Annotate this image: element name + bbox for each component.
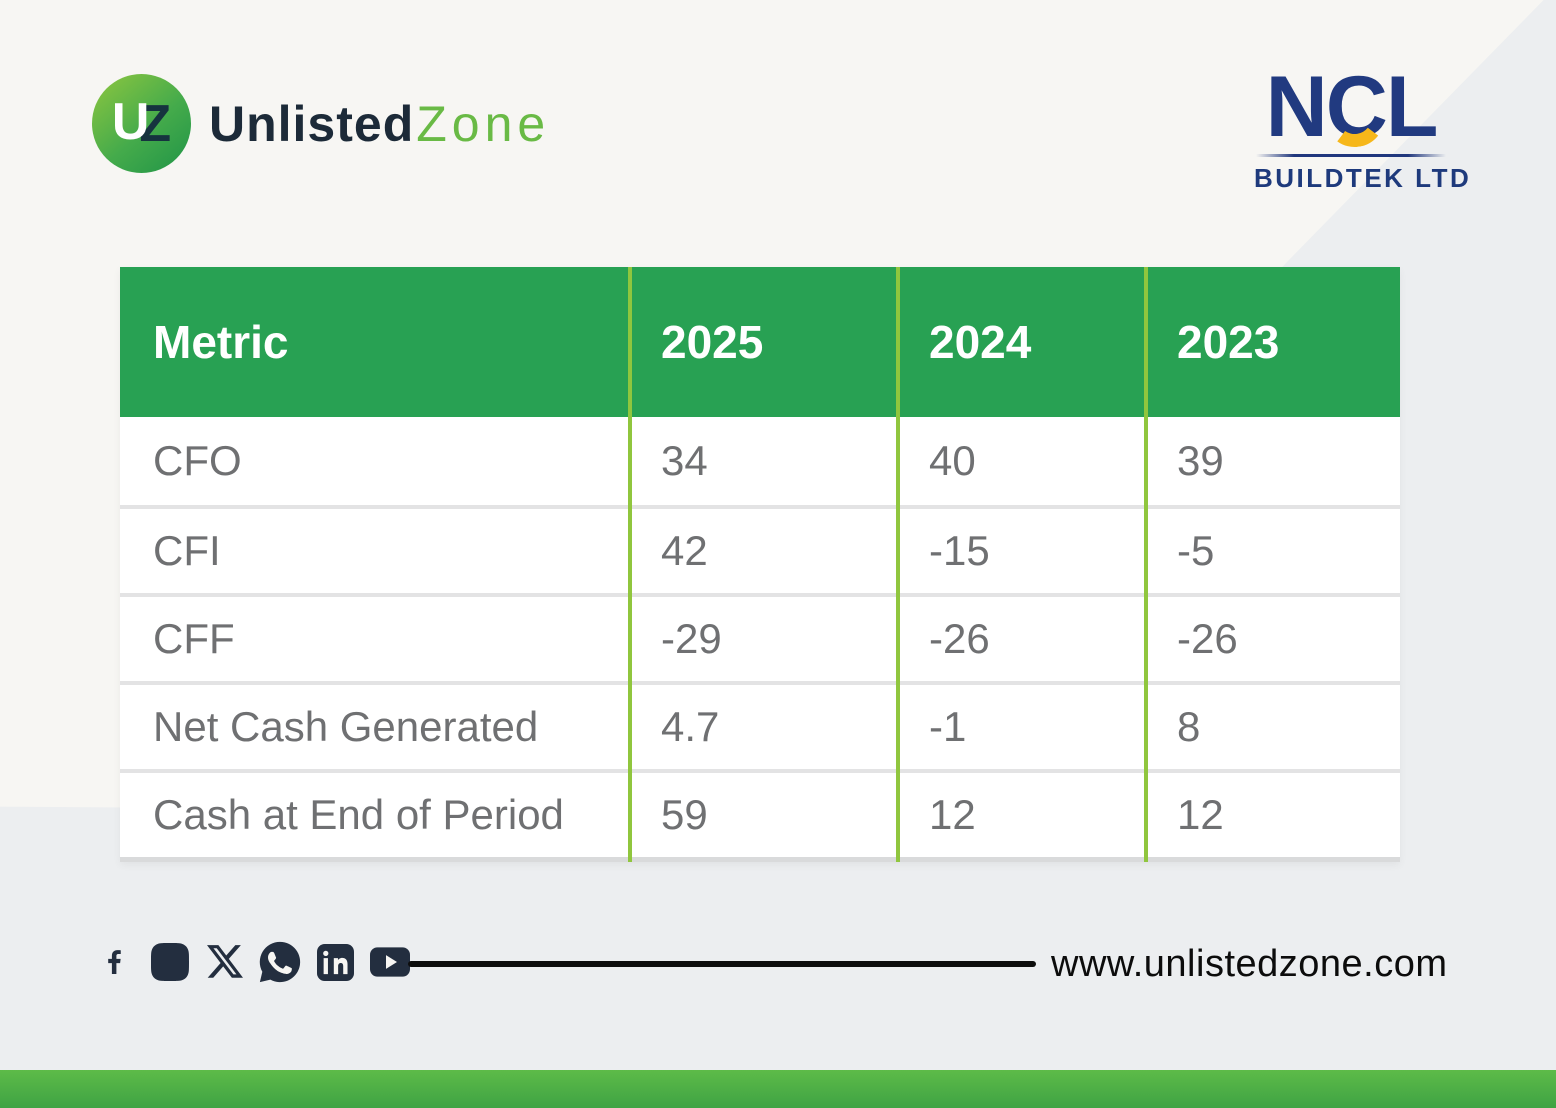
- table-row: Net Cash Generated 4.7 -1 8: [120, 681, 1400, 769]
- unlistedzone-logo: U Z UnlistedZone: [92, 74, 550, 173]
- whatsapp-link[interactable]: [259, 941, 301, 983]
- header-2023: 2023: [1177, 316, 1280, 368]
- column-divider-line: [1144, 267, 1148, 862]
- monogram-z: Z: [139, 94, 172, 153]
- cell-value: 40: [929, 437, 976, 484]
- cell-metric: CFO: [153, 437, 242, 484]
- ncl-name: NCL: [1266, 64, 1438, 151]
- table-header-row: Metric 2025 2024 2023: [120, 267, 1400, 417]
- linkedin-link[interactable]: [314, 941, 356, 983]
- cell-value: 59: [661, 791, 708, 838]
- ncl-subtitle: BUILDTEK LTD: [1254, 163, 1472, 193]
- linkedin-icon: [316, 943, 354, 981]
- instagram-link[interactable]: [149, 941, 191, 983]
- cell-value: 4.7: [661, 703, 720, 750]
- ncl-buildtek-logo: NCL BUILDTEK LTD: [1254, 64, 1472, 194]
- cell-metric: CFF: [153, 615, 235, 662]
- column-divider-line: [896, 267, 900, 862]
- cell-value: 8: [1177, 703, 1201, 750]
- monogram-u: U: [111, 92, 150, 151]
- cell-value: 42: [661, 527, 708, 574]
- facebook-icon: [108, 950, 121, 974]
- youtube-icon: [370, 947, 410, 977]
- table-row: Cash at End of Period 59 12 12: [120, 769, 1400, 857]
- whatsapp-icon: [259, 941, 301, 983]
- header-metric: Metric: [153, 316, 289, 368]
- youtube-link[interactable]: [369, 941, 411, 983]
- cell-value: -5: [1177, 527, 1215, 574]
- ncl-letters: NCL: [1265, 59, 1439, 155]
- cell-value: -15: [929, 527, 990, 574]
- cell-metric: Cash at End of Period: [153, 791, 564, 838]
- table-row: CFO 34 40 39: [120, 417, 1400, 505]
- cell-metric: Net Cash Generated: [153, 703, 539, 750]
- wordmark-zone: Zone: [416, 95, 551, 152]
- cell-metric: CFI: [153, 527, 221, 574]
- cash-flow-table: Metric 2025 2024 2023 CFO 34 40 39 CFI 4…: [120, 267, 1400, 862]
- unlistedzone-wordmark: UnlistedZone: [209, 95, 550, 153]
- facebook-link[interactable]: [94, 941, 136, 983]
- cell-value: -26: [1177, 615, 1238, 662]
- footer-divider-line: [408, 961, 1036, 967]
- header-2024: 2024: [929, 316, 1032, 368]
- x-link[interactable]: [204, 941, 246, 983]
- cell-value: 39: [1177, 437, 1224, 484]
- x-icon: [207, 945, 243, 978]
- cell-value: -26: [929, 615, 990, 662]
- ncl-divider-line: [1256, 154, 1446, 157]
- social-icons-row: [94, 941, 411, 983]
- column-divider-line: [628, 267, 632, 862]
- cell-value: -1: [929, 703, 967, 750]
- cell-value: 12: [1177, 791, 1224, 838]
- table-row: CFF -29 -26 -26: [120, 593, 1400, 681]
- cell-value: 12: [929, 791, 976, 838]
- bottom-green-bar: [0, 1070, 1556, 1108]
- header-2025: 2025: [661, 316, 764, 368]
- table-row: CFI 42 -15 -5: [120, 505, 1400, 593]
- instagram-icon: [151, 943, 189, 981]
- wordmark-unlisted: Unlisted: [209, 95, 415, 152]
- cell-value: -29: [661, 615, 722, 662]
- website-url[interactable]: www.unlistedzone.com: [1051, 943, 1448, 985]
- cell-value: 34: [661, 437, 708, 484]
- unlistedzone-monogram-icon: U Z: [92, 74, 191, 173]
